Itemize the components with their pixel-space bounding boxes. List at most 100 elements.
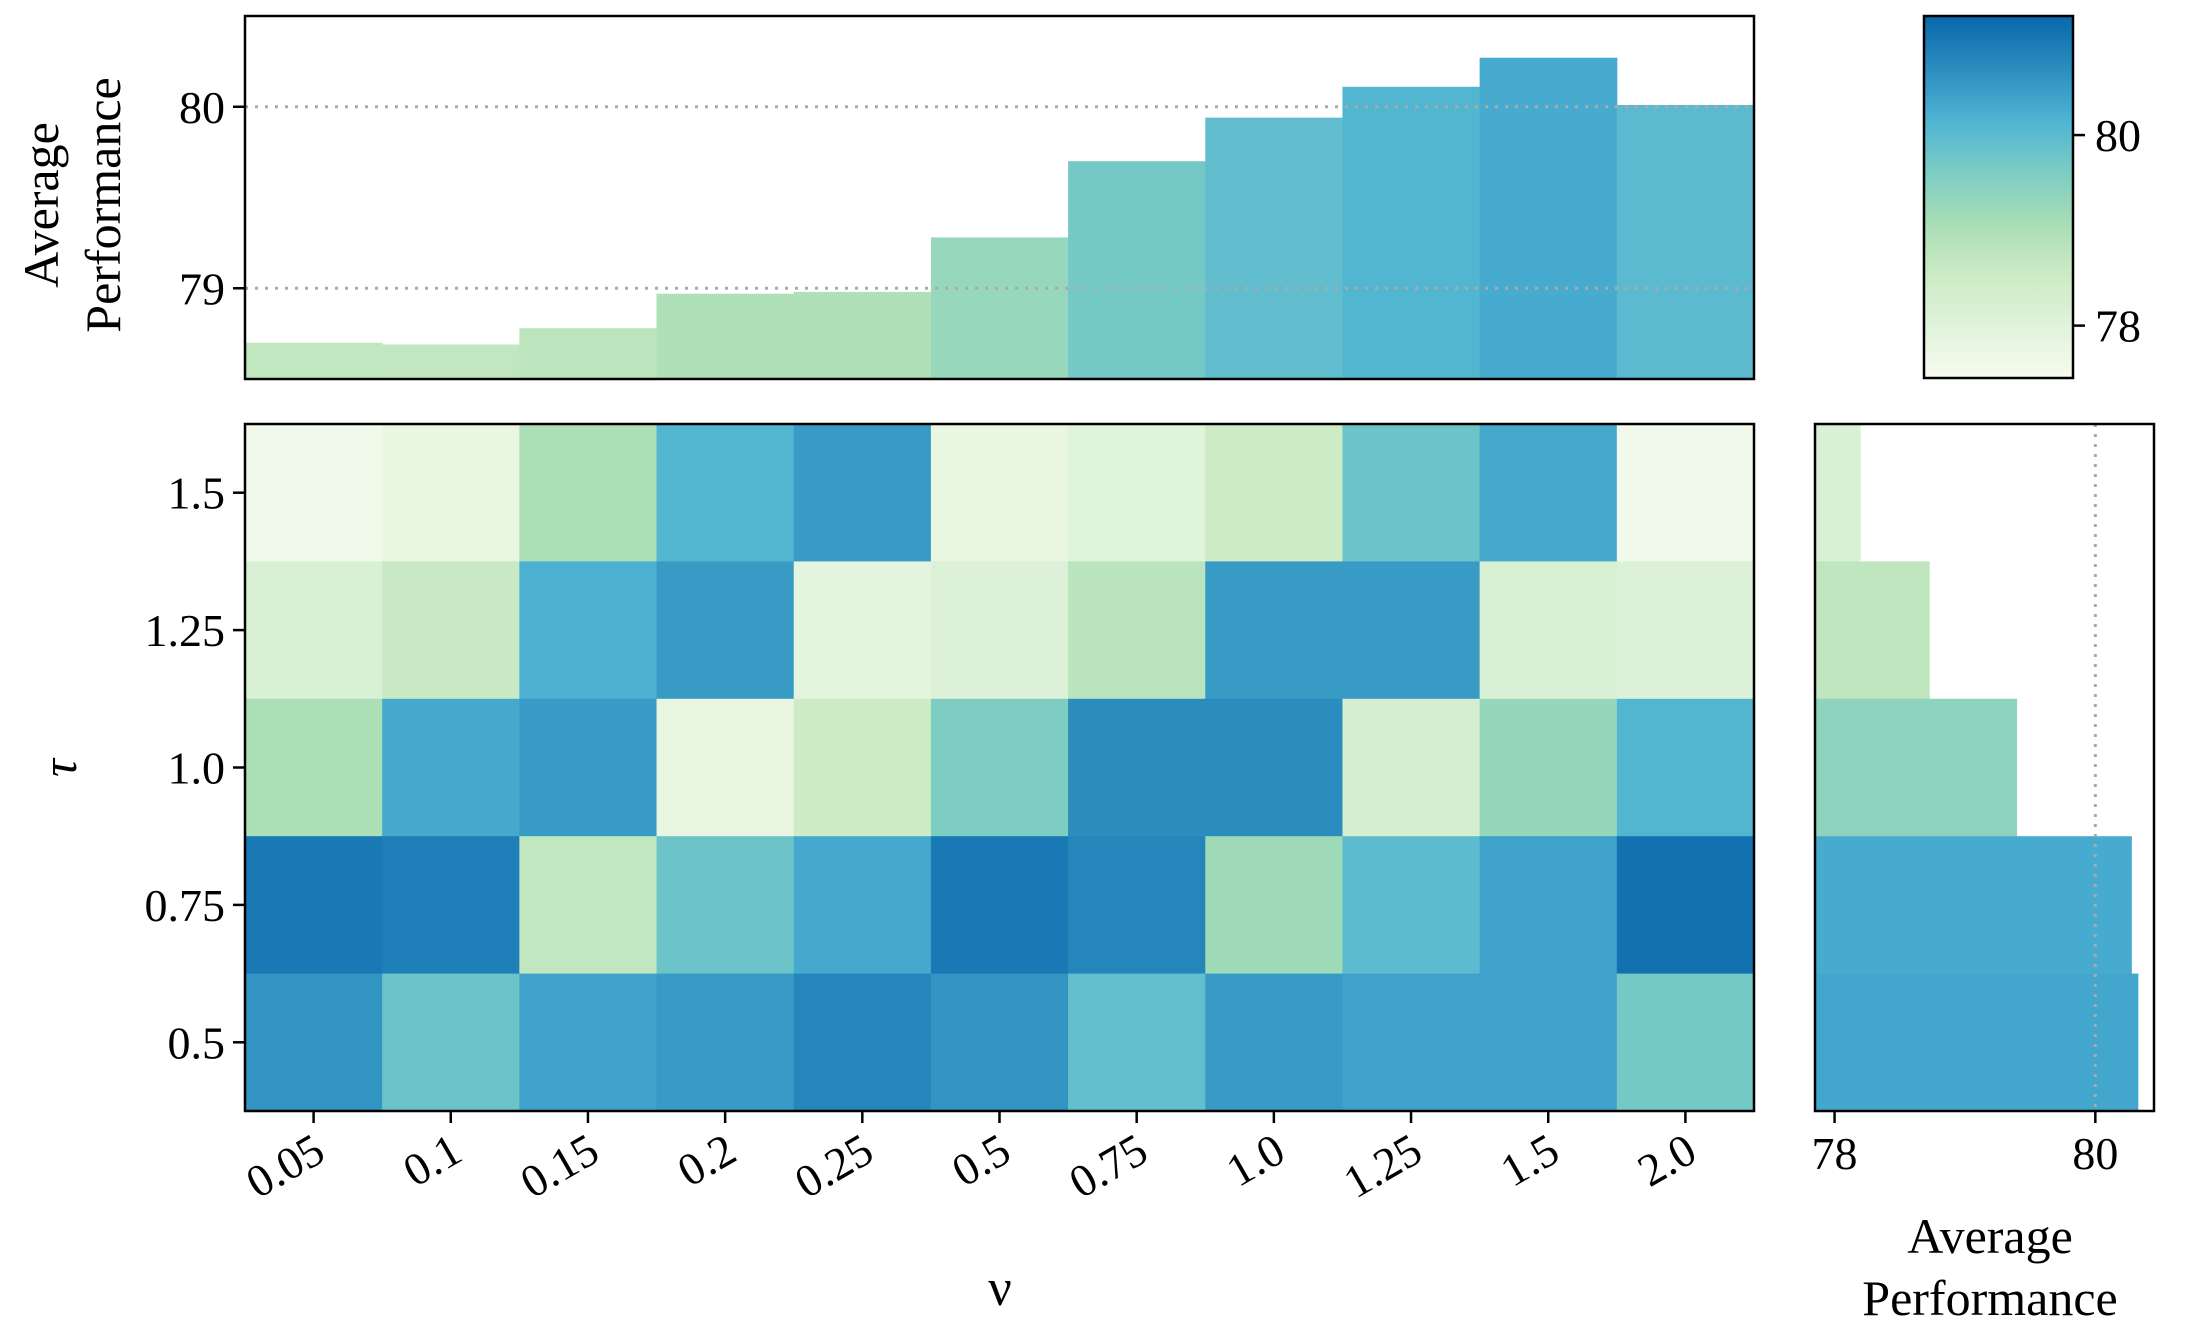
heatmap-cell (1342, 561, 1481, 700)
heatmap-ytick-label: 1.5 (168, 468, 226, 519)
heatmap-ytick-label: 0.75 (145, 880, 226, 931)
heatmap-xtick-label: 0.15 (512, 1123, 607, 1207)
heatmap-cell (519, 973, 658, 1112)
right-bar (1815, 424, 1861, 562)
heatmap-xtick-label: 0.05 (237, 1123, 332, 1207)
top-ylabel-line2: Performance (75, 77, 131, 332)
top-bar (793, 291, 932, 379)
heatmap-ylabel: τ (31, 757, 87, 777)
heatmap-cell (519, 561, 658, 700)
heatmap-cell (930, 836, 1069, 975)
colorbar-tick-label: 80 (2095, 110, 2141, 161)
heatmap-cell (1616, 836, 1755, 975)
right-bar-panel: 78 80 Average Performance (1812, 422, 2156, 1326)
heatmap-xtick-label: 1.0 (1218, 1123, 1293, 1196)
top-bar (519, 328, 658, 379)
top-bar (245, 342, 383, 379)
heatmap-cell (245, 836, 383, 975)
top-bar (382, 344, 520, 379)
heatmap-cell (1342, 973, 1481, 1112)
heatmap-cell (1068, 973, 1206, 1112)
right-bar (1815, 698, 2018, 837)
top-panel-frame (243, 14, 1756, 381)
heatmap-cell (1068, 698, 1206, 837)
heatmap-cell (519, 424, 658, 562)
heatmap-cell (656, 698, 795, 837)
heatmap-cell (1616, 973, 1755, 1112)
heatmap-cell (1205, 561, 1344, 700)
heatmap-cell (1479, 973, 1618, 1112)
colorbar-tick-label: 78 (2095, 301, 2141, 352)
heatmap-cell (1342, 836, 1481, 975)
heatmap-cell (930, 424, 1069, 562)
heatmap-cell (382, 561, 520, 700)
heatmap-xtick-label: 0.5 (943, 1123, 1018, 1196)
right-xtick-label: 80 (2072, 1128, 2118, 1179)
top-bar (1342, 86, 1481, 379)
colorbar-gradient (1924, 16, 2073, 378)
right-bar (1815, 561, 1930, 700)
colorbar-panel: 78 80 (1922, 14, 2141, 380)
right-bar (1815, 836, 2132, 975)
right-panel-frame (1813, 422, 2156, 1113)
heatmap-cell (1068, 424, 1206, 562)
heatmap-cell (245, 698, 383, 837)
top-bar (1616, 104, 1755, 379)
heatmap-ytick-label: 1.25 (145, 605, 226, 656)
heatmap-cell (793, 698, 932, 837)
right-bar (1815, 973, 2139, 1112)
heatmap-cell (1479, 424, 1618, 562)
heatmap-cell (245, 424, 383, 562)
heatmap-cell (1479, 561, 1618, 700)
heatmap-cell (1616, 698, 1755, 837)
heatmap-cell (1068, 561, 1206, 700)
heatmap-xtick-label: 1.25 (1335, 1123, 1430, 1207)
heatmap-cell (930, 698, 1069, 837)
heatmap-cell (1342, 424, 1481, 562)
heatmap-xtick-label: 0.2 (669, 1123, 744, 1196)
heatmap-xtick-label: 2.0 (1629, 1123, 1704, 1196)
heatmap-xtick-label: 0.1 (394, 1123, 469, 1196)
heatmap-xlabel: ν (988, 1260, 1012, 1317)
heatmap-cell (1205, 698, 1344, 837)
heatmap-cell (793, 836, 932, 975)
top-ytick-label: 79 (179, 263, 225, 314)
heatmap-cell (793, 424, 932, 562)
heatmap-cell (1205, 973, 1344, 1112)
heatmap-cell (793, 973, 932, 1112)
top-bar-panel: 79 80 Average Performance (13, 14, 1756, 381)
top-bar (1205, 117, 1343, 379)
heatmap-cell (1068, 836, 1206, 975)
heatmap-xtick-label: 0.25 (786, 1123, 881, 1207)
heatmap-cell (382, 698, 520, 837)
heatmap-xtick-label: 0.75 (1060, 1123, 1155, 1207)
top-ylabel-line1: Average (13, 122, 69, 288)
heatmap-cell (1479, 698, 1618, 837)
heatmap-cell (656, 424, 795, 562)
heatmap-xtick-label: 1.5 (1492, 1123, 1567, 1196)
heatmap-panel: 0.05 0.1 0.15 0.2 0.25 0.5 0.75 1.0 1.25 1.5 2.0 1… (31, 422, 1756, 1317)
top-bar (656, 293, 795, 379)
heatmap-cell (930, 973, 1069, 1112)
heatmap-cell (656, 973, 795, 1112)
heatmap-cell (382, 424, 520, 562)
heatmap-cell (1205, 836, 1344, 975)
right-xlabel-line2: Performance (1862, 1270, 2117, 1326)
heatmap-ytick-label: 0.5 (168, 1017, 226, 1068)
heatmap-cell (1479, 836, 1618, 975)
right-xlabel-line1: Average (1907, 1208, 2073, 1264)
colorbar-frame (1922, 14, 2075, 380)
heatmap-cell (519, 698, 658, 837)
heatmap-cell (382, 836, 520, 975)
right-xtick-label: 78 (1812, 1128, 1858, 1179)
heatmap-cell (930, 561, 1069, 700)
heatmap-cell (245, 561, 383, 700)
heatmap-cell (382, 973, 520, 1112)
heatmap-ytick-label: 1.0 (168, 743, 226, 794)
top-bar (1479, 57, 1618, 380)
heatmap-cell (1616, 424, 1755, 562)
top-bar (1068, 161, 1206, 379)
heatmap-cell (656, 561, 795, 700)
heatmap-cell (656, 836, 795, 975)
